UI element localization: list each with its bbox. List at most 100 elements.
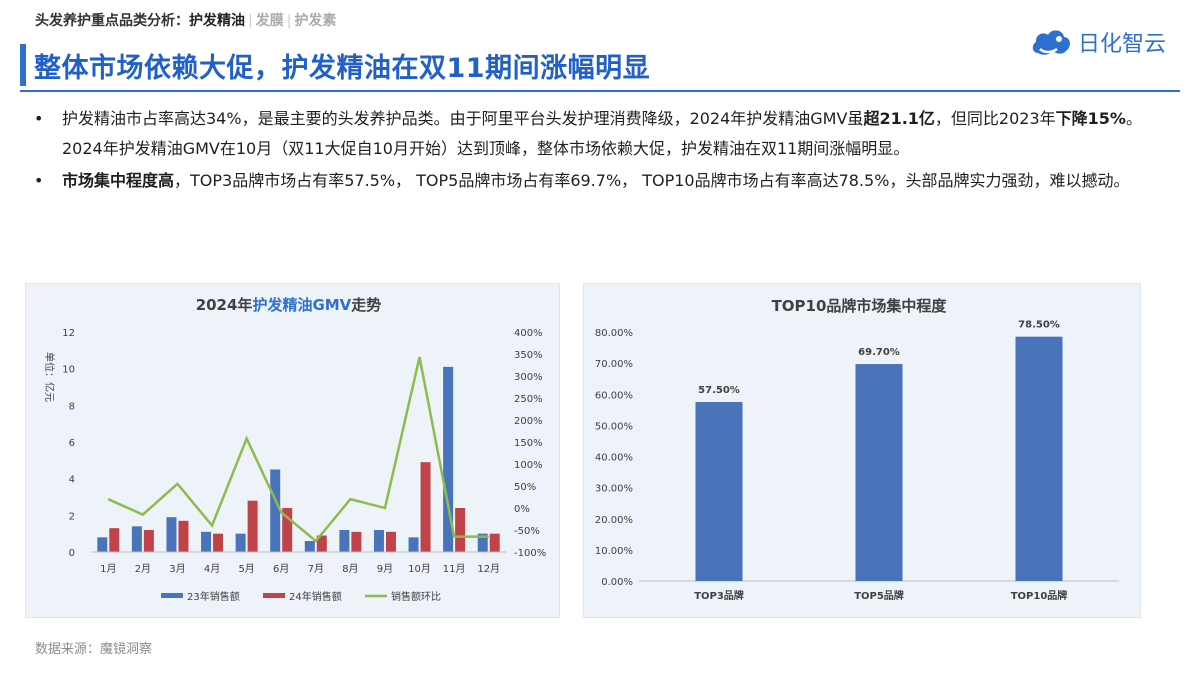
chart-title: TOP10品牌市场集中程度 [772, 297, 948, 315]
legend-label: 销售额环比 [391, 590, 441, 603]
data-label: 57.50% [698, 385, 740, 396]
bar-24 [420, 462, 431, 552]
y2-tick-label: 50% [514, 482, 536, 493]
y-tick-label: 40.00% [595, 453, 633, 464]
bar-24 [143, 530, 154, 552]
bar-23 [339, 530, 350, 552]
x-tick-label: 11月 [443, 563, 466, 575]
y2-tick-label: 400% [514, 328, 543, 339]
bar-24 [109, 528, 120, 552]
y2-tick-label: -50% [514, 526, 540, 537]
bar-24 [213, 533, 224, 552]
y-axis-label: 单位：亿元 [43, 352, 56, 402]
summary-bullets: • 护发精油市占率高达34%，是最主要的头发养护品类。由于阿里平台头发护理消费降… [30, 104, 1155, 198]
bar-24 [351, 531, 362, 552]
bullet-text: 。2024年护发精油GMV在10月（双11大促自10月开始）达到顶峰，整体市场依… [62, 109, 1142, 158]
cloud-logo-icon [1032, 30, 1070, 55]
legend-label: 24年销售额 [289, 590, 342, 603]
y-tick-label: 60.00% [595, 390, 633, 401]
bar [855, 364, 903, 581]
x-tick-label: TOP3品牌 [694, 589, 744, 602]
breadcrumb-prefix: 头发养护重点品类分析： [35, 13, 189, 29]
concentration-chart: TOP10品牌市场集中程度 0.00% 10.00% 20.00% 30.00% 40.0… [595, 297, 1119, 602]
bar-24 [282, 508, 293, 552]
bar-24 [247, 500, 258, 552]
bar-23 [443, 366, 454, 552]
bullet-text: 护发精油市占率高达34%，是最主要的头发养护品类。由于阿里平台头发护理消费降级，… [62, 109, 864, 128]
y-tick-label: 20.00% [595, 515, 633, 526]
y-tick-label: 2 [69, 511, 75, 522]
concentration-chart-panel: TOP10品牌市场集中程度 0.00% 10.00% 20.00% 30.00% 40.0… [583, 283, 1141, 618]
breadcrumb-item-2[interactable]: 发膜 [255, 13, 284, 29]
bar-23 [373, 530, 384, 552]
y2-tick-label: 300% [514, 372, 543, 383]
y2-tick-label: -100% [514, 548, 546, 559]
y2-tick-label: 100% [514, 460, 543, 471]
breadcrumb-separator: | [286, 13, 292, 29]
bar-23 [304, 541, 315, 552]
legend-swatch [263, 593, 285, 598]
chart-title-part: 护发精油GMV [252, 296, 351, 314]
logo-text: 日化智云 [1078, 32, 1167, 57]
x-tick-label: 3月 [169, 563, 185, 575]
breadcrumb-item-active[interactable]: 护发精油 [189, 13, 245, 29]
y-tick-label: 0.00% [601, 577, 633, 588]
bullet-dot: • [34, 171, 44, 190]
bullet-item: • 护发精油市占率高达34%，是最主要的头发养护品类。由于阿里平台头发护理消费降… [30, 104, 1155, 164]
bar-23 [201, 531, 212, 552]
x-tick-label: 10月 [408, 563, 431, 575]
line-mom [107, 356, 489, 543]
title-accent-bar [20, 44, 26, 86]
x-tick-label: 2月 [135, 563, 151, 575]
data-label: 78.50% [1018, 320, 1060, 331]
bar-23 [166, 517, 177, 552]
chart-title: 2024年护发精油GMV走势 [196, 296, 382, 314]
x-tick-label: 9月 [377, 563, 393, 575]
y-tick-label: 70.00% [595, 359, 633, 370]
data-label: 69.70% [858, 347, 900, 358]
x-tick-label: 5月 [238, 563, 254, 575]
bar-23 [477, 533, 488, 552]
bar-23 [270, 469, 281, 552]
y-tick-label: 12 [62, 328, 75, 339]
y2-tick-label: 350% [514, 350, 543, 361]
bullet-item: • 市场集中程度高，TOP3品牌市场占有率57.5%， TOP5品牌市场占有率6… [30, 166, 1155, 196]
y-tick-label: 80.00% [595, 328, 633, 339]
y-tick-label: 6 [69, 438, 75, 449]
header-divider [20, 90, 1180, 92]
page-title: 整体市场依赖大促，护发精油在双11期间涨幅明显 [34, 53, 651, 84]
x-tick-label: 4月 [204, 563, 220, 575]
x-tick-label: TOP10品牌 [1011, 589, 1068, 602]
x-tick-label: TOP5品牌 [854, 589, 904, 602]
x-tick-label: 6月 [273, 563, 289, 575]
x-tick-label: 8月 [342, 563, 358, 575]
gmv-trend-chart-panel: 2024年护发精油GMV走势 单位：亿元 0 2 4 6 8 10 12 -100% -50% 0% 5… [25, 283, 560, 618]
bar [695, 402, 743, 581]
chart-title-part: 2024年 [196, 296, 253, 314]
data-source-note: 数据来源：魔镜洞察 [35, 642, 153, 657]
x-tick-label: 1月 [100, 563, 116, 575]
bullet-bold: 市场集中程度高 [62, 171, 175, 190]
y2-tick-label: 150% [514, 438, 543, 449]
bar-24 [385, 531, 396, 552]
bar-23 [408, 537, 419, 552]
bar-24 [455, 508, 466, 552]
y-tick-label: 4 [69, 475, 75, 486]
bullet-text: ，但同比2023年 [934, 109, 1056, 128]
x-tick-label: 7月 [308, 563, 324, 575]
breadcrumb: 头发养护重点品类分析：护发精油 | 发膜 | 护发素 [35, 10, 336, 30]
bar-23 [235, 533, 246, 552]
legend-swatch [161, 593, 183, 598]
bar-24 [489, 533, 500, 552]
y2-tick-label: 0% [514, 504, 530, 515]
bullet-bold: 超21.1亿 [863, 109, 935, 128]
breadcrumb-separator: | [248, 13, 253, 29]
breadcrumb-item-3[interactable]: 护发素 [294, 13, 337, 29]
y-tick-label: 50.00% [595, 421, 633, 432]
bar-23 [131, 526, 142, 552]
logo: 日化智云 [1030, 22, 1166, 62]
y-tick-label: 8 [69, 401, 75, 412]
y-tick-label: 0 [69, 548, 75, 559]
chart-title-part: 走势 [351, 296, 381, 314]
